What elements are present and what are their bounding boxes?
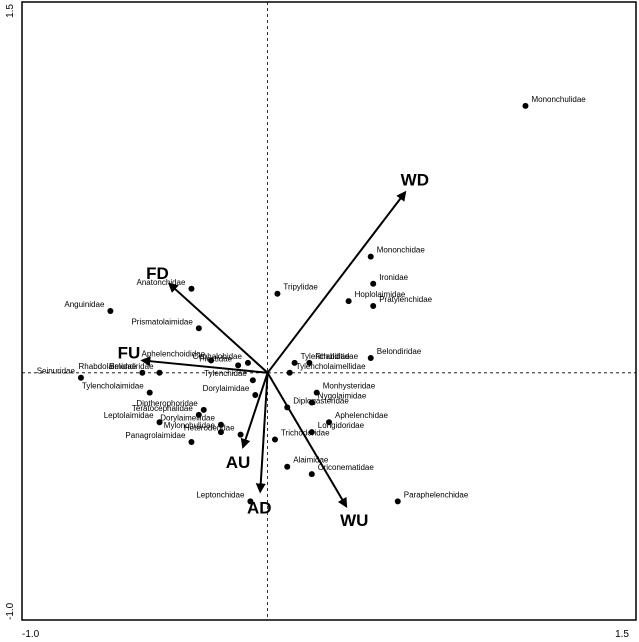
point-label-diptherophoridae: Diptherophoridae bbox=[136, 399, 198, 408]
point-tylenchulidae bbox=[291, 359, 298, 366]
point-anguinidae bbox=[107, 308, 114, 314]
point-label-dorylaimidae: Dorylaimidae bbox=[203, 384, 250, 393]
point-tylenchidae bbox=[249, 377, 256, 384]
vector-arrow-wu bbox=[266, 372, 348, 509]
point-criconematidae bbox=[308, 471, 315, 478]
point-label-tylenchidae: Tylenchidae bbox=[204, 369, 247, 378]
x-tick-label-min: -1.0 bbox=[22, 629, 40, 640]
point-label-mononchulidae: Mononchulidae bbox=[531, 95, 586, 104]
vector-label-fd: FD bbox=[146, 264, 169, 283]
point-label-heteroderidae: Heteroderidae bbox=[184, 424, 235, 433]
point-label-anatonchidae: Anatonchidae bbox=[137, 278, 186, 287]
vector-arrow-au bbox=[240, 372, 269, 449]
point-belondiridae bbox=[156, 369, 163, 376]
point-label-prismatolaimidae: Prismatolaimidae bbox=[131, 317, 193, 326]
point-mononchulidae bbox=[522, 102, 529, 109]
vector-label-ad: AD bbox=[247, 498, 272, 517]
point-anatonchidae bbox=[188, 285, 195, 292]
x-tick-label-max: 1.5 bbox=[615, 629, 629, 640]
point-label-tylencholaimidae: Tylencholaimidae bbox=[82, 382, 144, 391]
point-tylencholaimellidae bbox=[286, 369, 293, 376]
point-heteroderidae bbox=[237, 431, 244, 438]
vector-label-wu: WU bbox=[340, 511, 368, 530]
point-rhabditidae bbox=[306, 359, 313, 366]
point-alaimidae bbox=[284, 463, 291, 470]
point-label-leptonchidae: Leptonchidae bbox=[196, 490, 245, 499]
point-mylonchulidae bbox=[217, 429, 224, 436]
point-dorylaimellidae bbox=[217, 421, 224, 428]
point-label-seinuridae: Seinuridae bbox=[37, 367, 76, 376]
point-label-hoplolaimidae: Hoplolaimidae bbox=[355, 290, 406, 299]
point-belondiridae bbox=[367, 354, 374, 361]
y-tick-label-min: -1.0 bbox=[5, 602, 16, 620]
point-label-mylonchulidae: Mylonchulidae bbox=[164, 421, 216, 430]
point-label-belondiridae: Belondiridae bbox=[109, 362, 154, 371]
point-label-cephalobidae: Cephalobidae bbox=[193, 352, 243, 361]
point-monhysteridae bbox=[313, 389, 320, 396]
vector-arrow-fd bbox=[167, 282, 269, 374]
point-label-criconematidae: Criconematidae bbox=[318, 463, 375, 472]
point-label-dorylaimellidae: Dorylaimellidae bbox=[160, 414, 215, 423]
point-label-rhabditidae: Rhabditidae bbox=[315, 352, 358, 361]
point-mononchidae bbox=[367, 253, 374, 260]
point-dorylaimidae bbox=[252, 392, 259, 399]
point-label-longidoridae: Longidoridae bbox=[318, 421, 365, 430]
point-label-teratocephalidae: Teratocephalidae bbox=[132, 404, 193, 413]
point-label-trichodoridae: Trichodoridae bbox=[281, 429, 330, 438]
point-label-paraphelenchidae: Paraphelenchidae bbox=[404, 490, 469, 499]
point-leptonchidae bbox=[247, 498, 254, 505]
point-label-belondiridae: Belondiridae bbox=[377, 347, 422, 356]
point-label-nygolaimidae: Nygolaimidae bbox=[318, 391, 367, 400]
point-cephalobidae bbox=[244, 359, 251, 366]
point-aphelenchidae bbox=[326, 419, 332, 426]
point-leptolaimidae bbox=[156, 419, 163, 426]
point-rhabdolaimidae bbox=[139, 369, 146, 376]
point-longidoridae bbox=[308, 429, 315, 436]
point-pratylenchidae bbox=[370, 303, 377, 310]
vector-arrow-fu bbox=[140, 356, 268, 374]
point-hoplolaimidae bbox=[345, 298, 352, 305]
point-trichodoridae bbox=[271, 436, 278, 443]
point-tripylidae bbox=[274, 290, 281, 297]
point-label-diplogasteridae: Diplogasteridae bbox=[293, 396, 349, 405]
point-label-tylenchulidae: Tylenchulidae bbox=[301, 352, 350, 361]
point-panagrolaimidae bbox=[188, 439, 195, 446]
point-ironidae bbox=[370, 280, 377, 287]
point-label-alaimidae: Alaimidae bbox=[293, 456, 329, 465]
vector-label-wd: WD bbox=[401, 171, 429, 190]
vector-arrow-wd bbox=[266, 190, 407, 374]
point-label-tripylidae: Tripylidae bbox=[283, 283, 318, 292]
point-label-pratylenchidae: Pratylenchidae bbox=[379, 295, 432, 304]
vectors-layer: WD FD FU AU AD WU bbox=[118, 171, 429, 530]
plot-frame bbox=[21, 1, 637, 621]
point-label-panagrolaimidae: Panagrolaimidae bbox=[125, 431, 186, 440]
point-label-plectidae: Plectidae bbox=[199, 354, 232, 363]
point-label-aphelenchidae: Aphelenchidae bbox=[335, 411, 388, 420]
y-tick-label-max: 1.5 bbox=[5, 4, 16, 18]
point-label-leptolaimidae: Leptolaimidae bbox=[104, 411, 154, 420]
point-label-rhabdolaimidae: Rhabdolaimidae bbox=[79, 362, 137, 371]
point-aphelenchoididae bbox=[208, 357, 215, 364]
point-label-tylencholaimellidae: Tylencholaimellidae bbox=[296, 362, 366, 371]
point-diplogasteridae bbox=[284, 404, 291, 411]
vector-label-au: AU bbox=[226, 453, 251, 472]
point-nygolaimidae bbox=[308, 399, 315, 406]
point-label-monhysteridae: Monhysteridae bbox=[323, 382, 376, 391]
point-plectidae bbox=[235, 362, 242, 369]
vector-arrow-ad bbox=[255, 372, 269, 494]
point-label-anguinidae: Anguinidae bbox=[64, 300, 105, 309]
point-label-aphelenchoididae: Aphelenchoididae bbox=[142, 349, 206, 358]
point-tylencholaimidae bbox=[146, 389, 153, 396]
points-layer: Mononchulidae Mononchidae Ironidae Hoplolai… bbox=[37, 95, 586, 505]
point-paraphelenchidae bbox=[394, 498, 401, 505]
point-teratocephalidae bbox=[195, 411, 202, 418]
point-diptherophoridae bbox=[200, 406, 207, 413]
point-seinuridae bbox=[77, 374, 84, 381]
point-prismatolaimidae bbox=[195, 325, 202, 332]
point-label-mononchidae: Mononchidae bbox=[377, 246, 426, 255]
point-label-ironidae: Ironidae bbox=[379, 273, 408, 282]
vector-label-fu: FU bbox=[118, 343, 141, 362]
